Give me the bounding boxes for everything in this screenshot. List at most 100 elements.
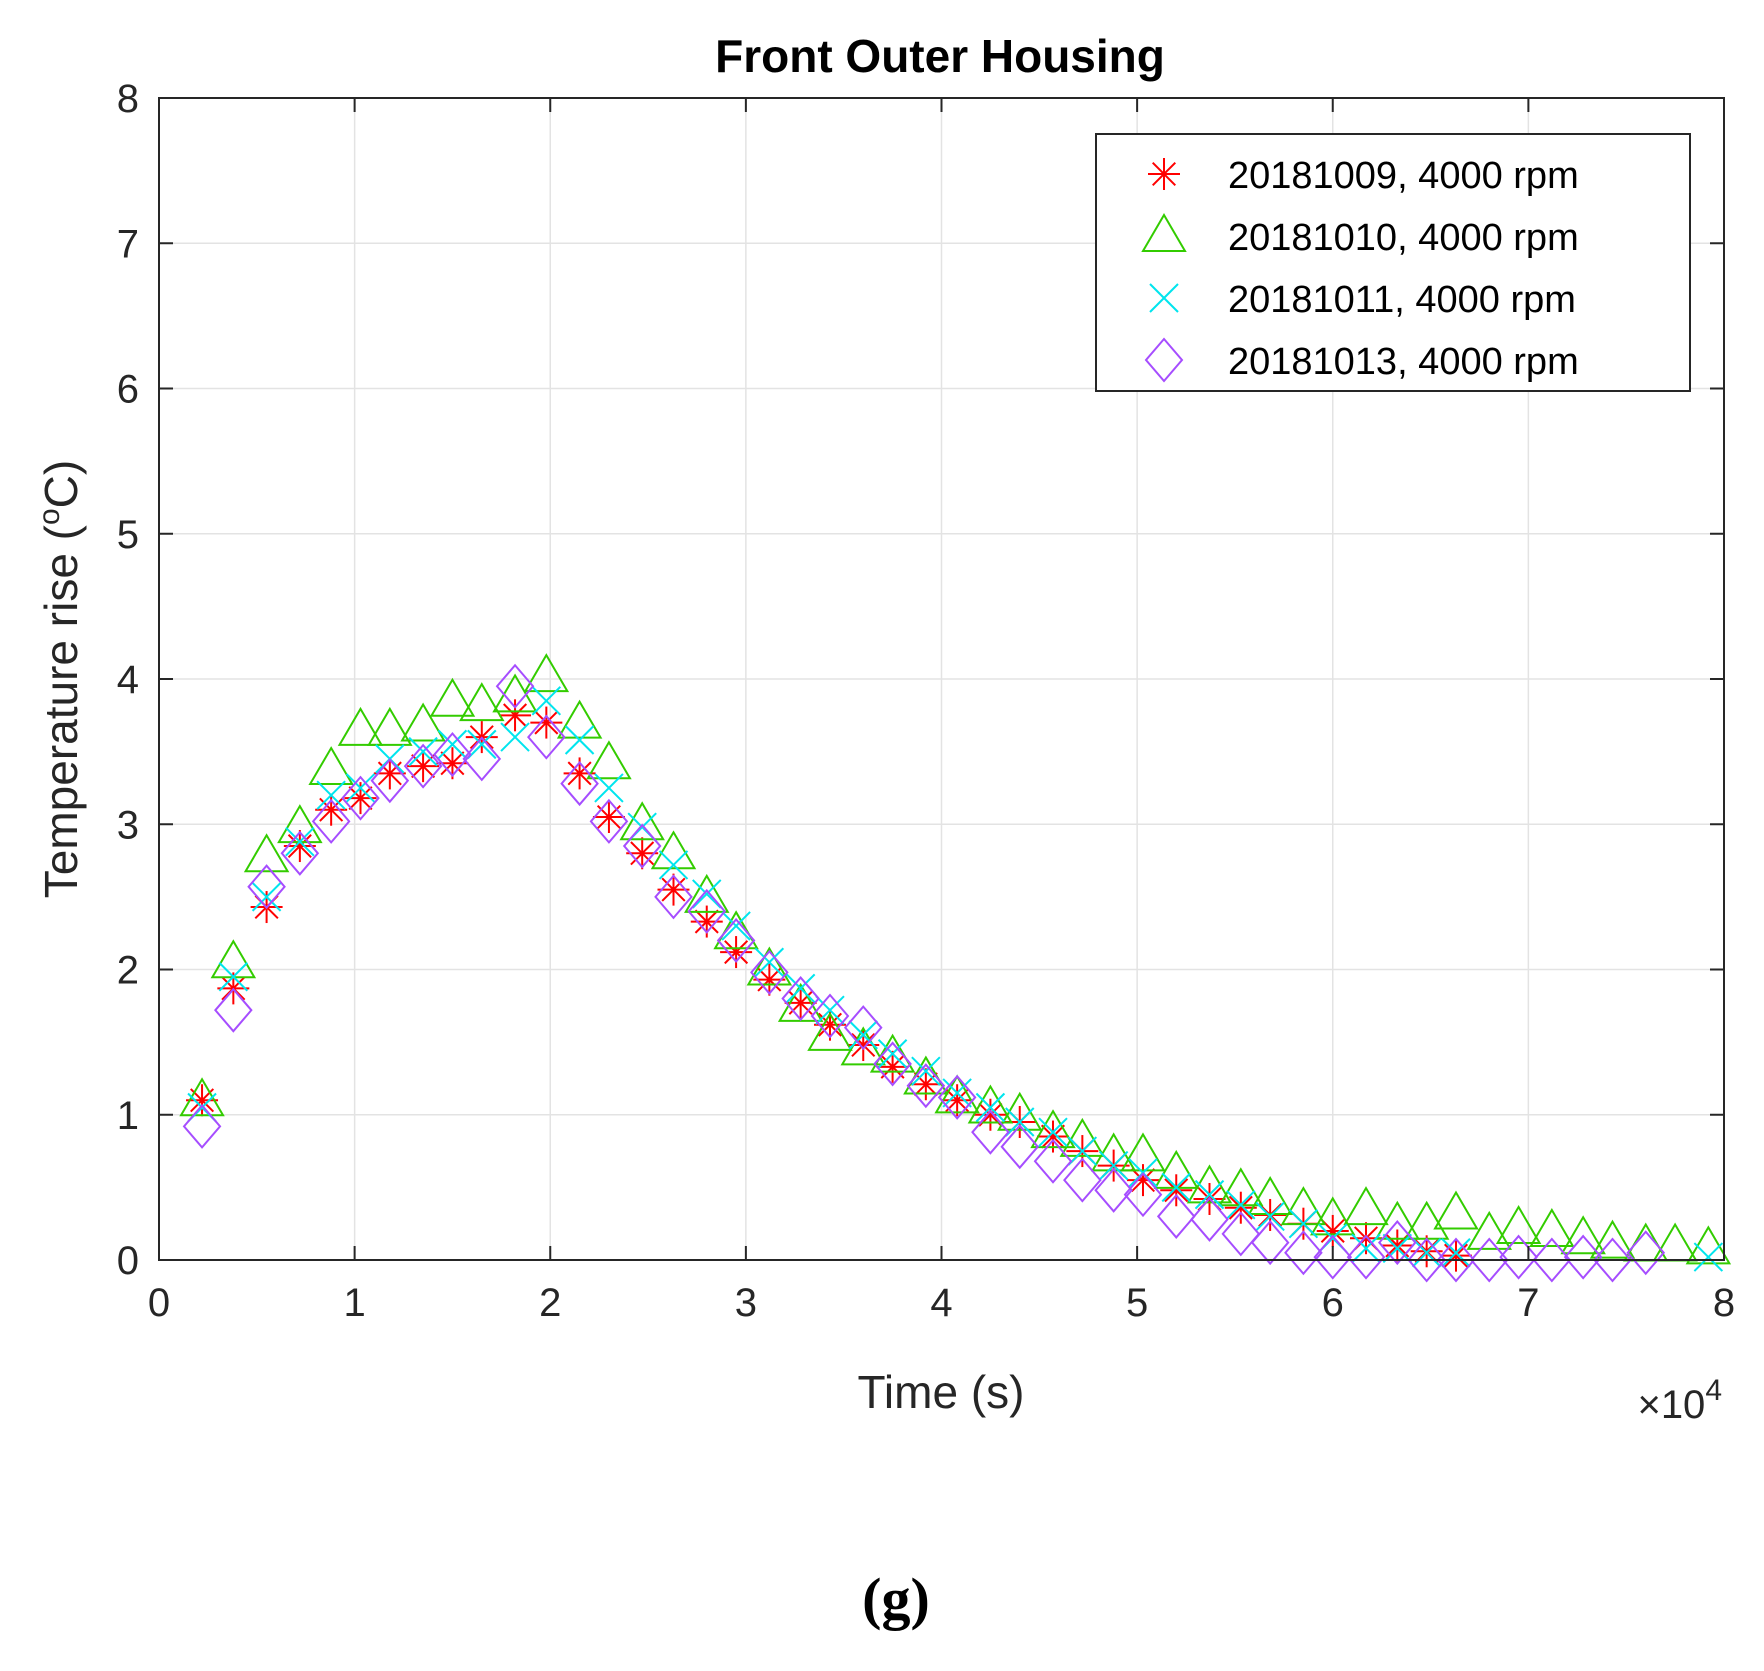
data-point: [1156, 1193, 1196, 1239]
data-point: [1224, 1191, 1257, 1224]
x-tick-label: 5: [1126, 1281, 1148, 1325]
data-point: [1626, 1230, 1666, 1276]
legend-entry-20181013: 20181013, 4000 rpm: [1228, 341, 1579, 383]
data-point: [1063, 1157, 1102, 1203]
y-axis-label: Temperature rise (oC): [33, 460, 87, 898]
data-point: [684, 873, 730, 913]
data-point: [873, 1041, 912, 1087]
data-point: [492, 673, 538, 713]
data-point: [243, 833, 290, 873]
data-point: [556, 699, 603, 739]
data-point: [341, 775, 380, 821]
data-point: [622, 823, 662, 869]
data-point: [619, 801, 665, 841]
data-point: [942, 1078, 972, 1108]
x-tick-label: 2: [539, 1281, 561, 1325]
data-point: [1255, 1201, 1285, 1232]
data-point: [1288, 1208, 1319, 1239]
data-point: [720, 936, 753, 969]
data-point: [523, 653, 570, 693]
y-tick-label: 4: [117, 658, 139, 702]
data-point: [1433, 1190, 1479, 1230]
data-point: [1038, 1117, 1068, 1147]
x-tick-label: 0: [148, 1281, 170, 1325]
data-point: [1123, 1172, 1163, 1218]
data-point: [1441, 1238, 1471, 1268]
y-tick-label: 0: [117, 1239, 139, 1283]
data-point: [218, 962, 249, 992]
axis-ticks: 0 1 2 3 4 5 6 7 8 0 1 2 3 4 5 6 7 8: [117, 77, 1735, 1325]
data-point: [716, 917, 756, 963]
data-point: [1469, 1237, 1509, 1283]
legend: 20181009, 4000 rpm 20181010, 4000 rpm 20…: [1095, 133, 1691, 392]
y-tick-label: 1: [117, 1094, 139, 1138]
data-point: [182, 1103, 222, 1149]
data-point: [1194, 1179, 1225, 1210]
data-point: [1589, 1219, 1636, 1259]
data-point: [650, 830, 697, 870]
x-tick-label: 3: [735, 1281, 757, 1325]
data-point: [499, 699, 532, 732]
data-point: [754, 947, 785, 977]
data-point: [1495, 1205, 1542, 1245]
data-point: [1033, 1138, 1073, 1184]
x-tick-label: 6: [1322, 1281, 1344, 1325]
data-point: [1382, 1233, 1413, 1264]
data-point: [815, 995, 845, 1025]
x-axis-exponent-power: 4: [1705, 1374, 1722, 1407]
data-point: [876, 1050, 909, 1083]
data-point: [308, 746, 354, 786]
data-point: [586, 740, 632, 780]
data-point: [589, 798, 629, 844]
legend-entry-20181010: 20181010, 4000 rpm: [1228, 217, 1579, 259]
legend-box: [1095, 133, 1691, 392]
data-point: [971, 1109, 1010, 1155]
data-point: [1059, 1117, 1106, 1157]
data-point: [251, 882, 282, 912]
data-point: [1560, 1215, 1606, 1255]
data-point: [467, 729, 497, 760]
y-tick-label: 5: [117, 513, 139, 557]
data-point: [1226, 1190, 1256, 1220]
data-point: [1098, 1150, 1129, 1181]
data-point: [1532, 1237, 1572, 1283]
data-point: [564, 725, 595, 755]
data-point: [877, 1039, 908, 1069]
data-point: [337, 706, 384, 746]
data-point: [687, 888, 727, 934]
data-point: [1351, 1233, 1381, 1264]
data-point: [592, 800, 625, 833]
data-point: [400, 702, 446, 742]
y-axis-label-degree: o: [33, 508, 66, 525]
chart-title: Front Outer Housing: [715, 30, 1165, 82]
data-point: [462, 736, 502, 782]
data-point: [594, 773, 624, 803]
data-point: [370, 758, 410, 804]
data-point: [500, 722, 530, 752]
data-point: [746, 946, 793, 986]
data-point: [1693, 1242, 1724, 1272]
x-tick-label: 7: [1517, 1281, 1539, 1325]
data-point: [531, 686, 562, 716]
data-point: [1563, 1234, 1603, 1280]
data-point: [1005, 1107, 1035, 1137]
data-point: [1529, 1207, 1575, 1247]
data-point: [527, 714, 566, 760]
legend-markers: [1141, 158, 1187, 383]
data-point: [810, 993, 850, 1039]
data-point: [433, 731, 472, 778]
data-point: [316, 780, 346, 810]
data-point: [367, 706, 413, 746]
data-point: [1343, 1186, 1389, 1226]
data-point: [280, 830, 320, 876]
data-point: [1120, 1132, 1166, 1172]
data-point: [906, 1063, 946, 1109]
x-axis-exponent: ×104: [1637, 1374, 1722, 1427]
y-axis-label-unit: C): [35, 460, 87, 509]
data-point: [1250, 1220, 1290, 1266]
data-point: [721, 911, 751, 941]
data-point: [1000, 1124, 1040, 1170]
legend-entry-20181011: 20181011, 4000 rpm: [1228, 279, 1576, 321]
y-tick-label: 7: [117, 222, 139, 266]
data-point: [692, 879, 722, 909]
